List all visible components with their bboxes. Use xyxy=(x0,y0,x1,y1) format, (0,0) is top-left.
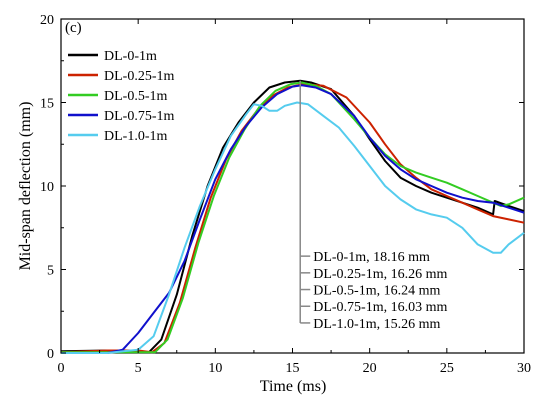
series-layer xyxy=(60,79,525,354)
annotation-label: DL-1.0-1m, 15.26 mm xyxy=(313,317,440,332)
legend-entry-label: DL-0.25-1m xyxy=(104,69,174,84)
x-tick-label: 0 xyxy=(58,361,65,376)
axes-layer: 0 5 10 15 20 25 30 0 5 10 15 20 xyxy=(40,13,531,376)
legend-entry-label: DL-0.5-1m xyxy=(104,89,167,104)
x-tick-label: 20 xyxy=(363,361,377,376)
x-tick-label: 15 xyxy=(286,361,300,376)
annotation-layer: DL-0-1m, 18.16 mm DL-0.25-1m, 16.26 mm DL-… xyxy=(299,80,447,332)
y-tick-label: 10 xyxy=(40,180,54,195)
legend-entry-label: DL-1.0-1m xyxy=(104,129,167,144)
y-tick-label: 15 xyxy=(40,97,54,112)
legend-entry-label: DL-0-1m xyxy=(104,49,157,64)
x-tick-label: 10 xyxy=(208,361,222,376)
annotation-label: DL-0-1m, 18.16 mm xyxy=(313,250,430,265)
annotation-label: DL-0.5-1m, 16.24 mm xyxy=(313,284,440,299)
annotation-label: DL-0.25-1m, 16.26 mm xyxy=(313,267,447,282)
series-line-2 xyxy=(60,83,525,354)
y-axis-title: Mid-span deflection (mm) xyxy=(17,102,34,271)
x-axis-title: Time (ms) xyxy=(260,378,327,395)
series-line-5 xyxy=(61,101,525,354)
y-tick-label: 5 xyxy=(47,264,54,279)
legend-entry-label: DL-0.75-1m xyxy=(104,109,174,124)
series-line-3 xyxy=(61,81,525,354)
annotation-label: DL-0.75-1m, 16.03 mm xyxy=(313,300,447,315)
x-tick-label: 5 xyxy=(135,361,142,376)
x-tick-label: 25 xyxy=(440,361,454,376)
panel-label: (c) xyxy=(65,20,82,36)
y-tick-label: 20 xyxy=(40,13,54,28)
legend: DL-0-1m DL-0.25-1m DL-0.5-1m DL-0.75-1m DL-1… xyxy=(68,49,174,144)
x-tick-label: 30 xyxy=(517,361,531,376)
y-tick-label: 0 xyxy=(47,347,54,362)
series-line-4 xyxy=(61,84,525,354)
